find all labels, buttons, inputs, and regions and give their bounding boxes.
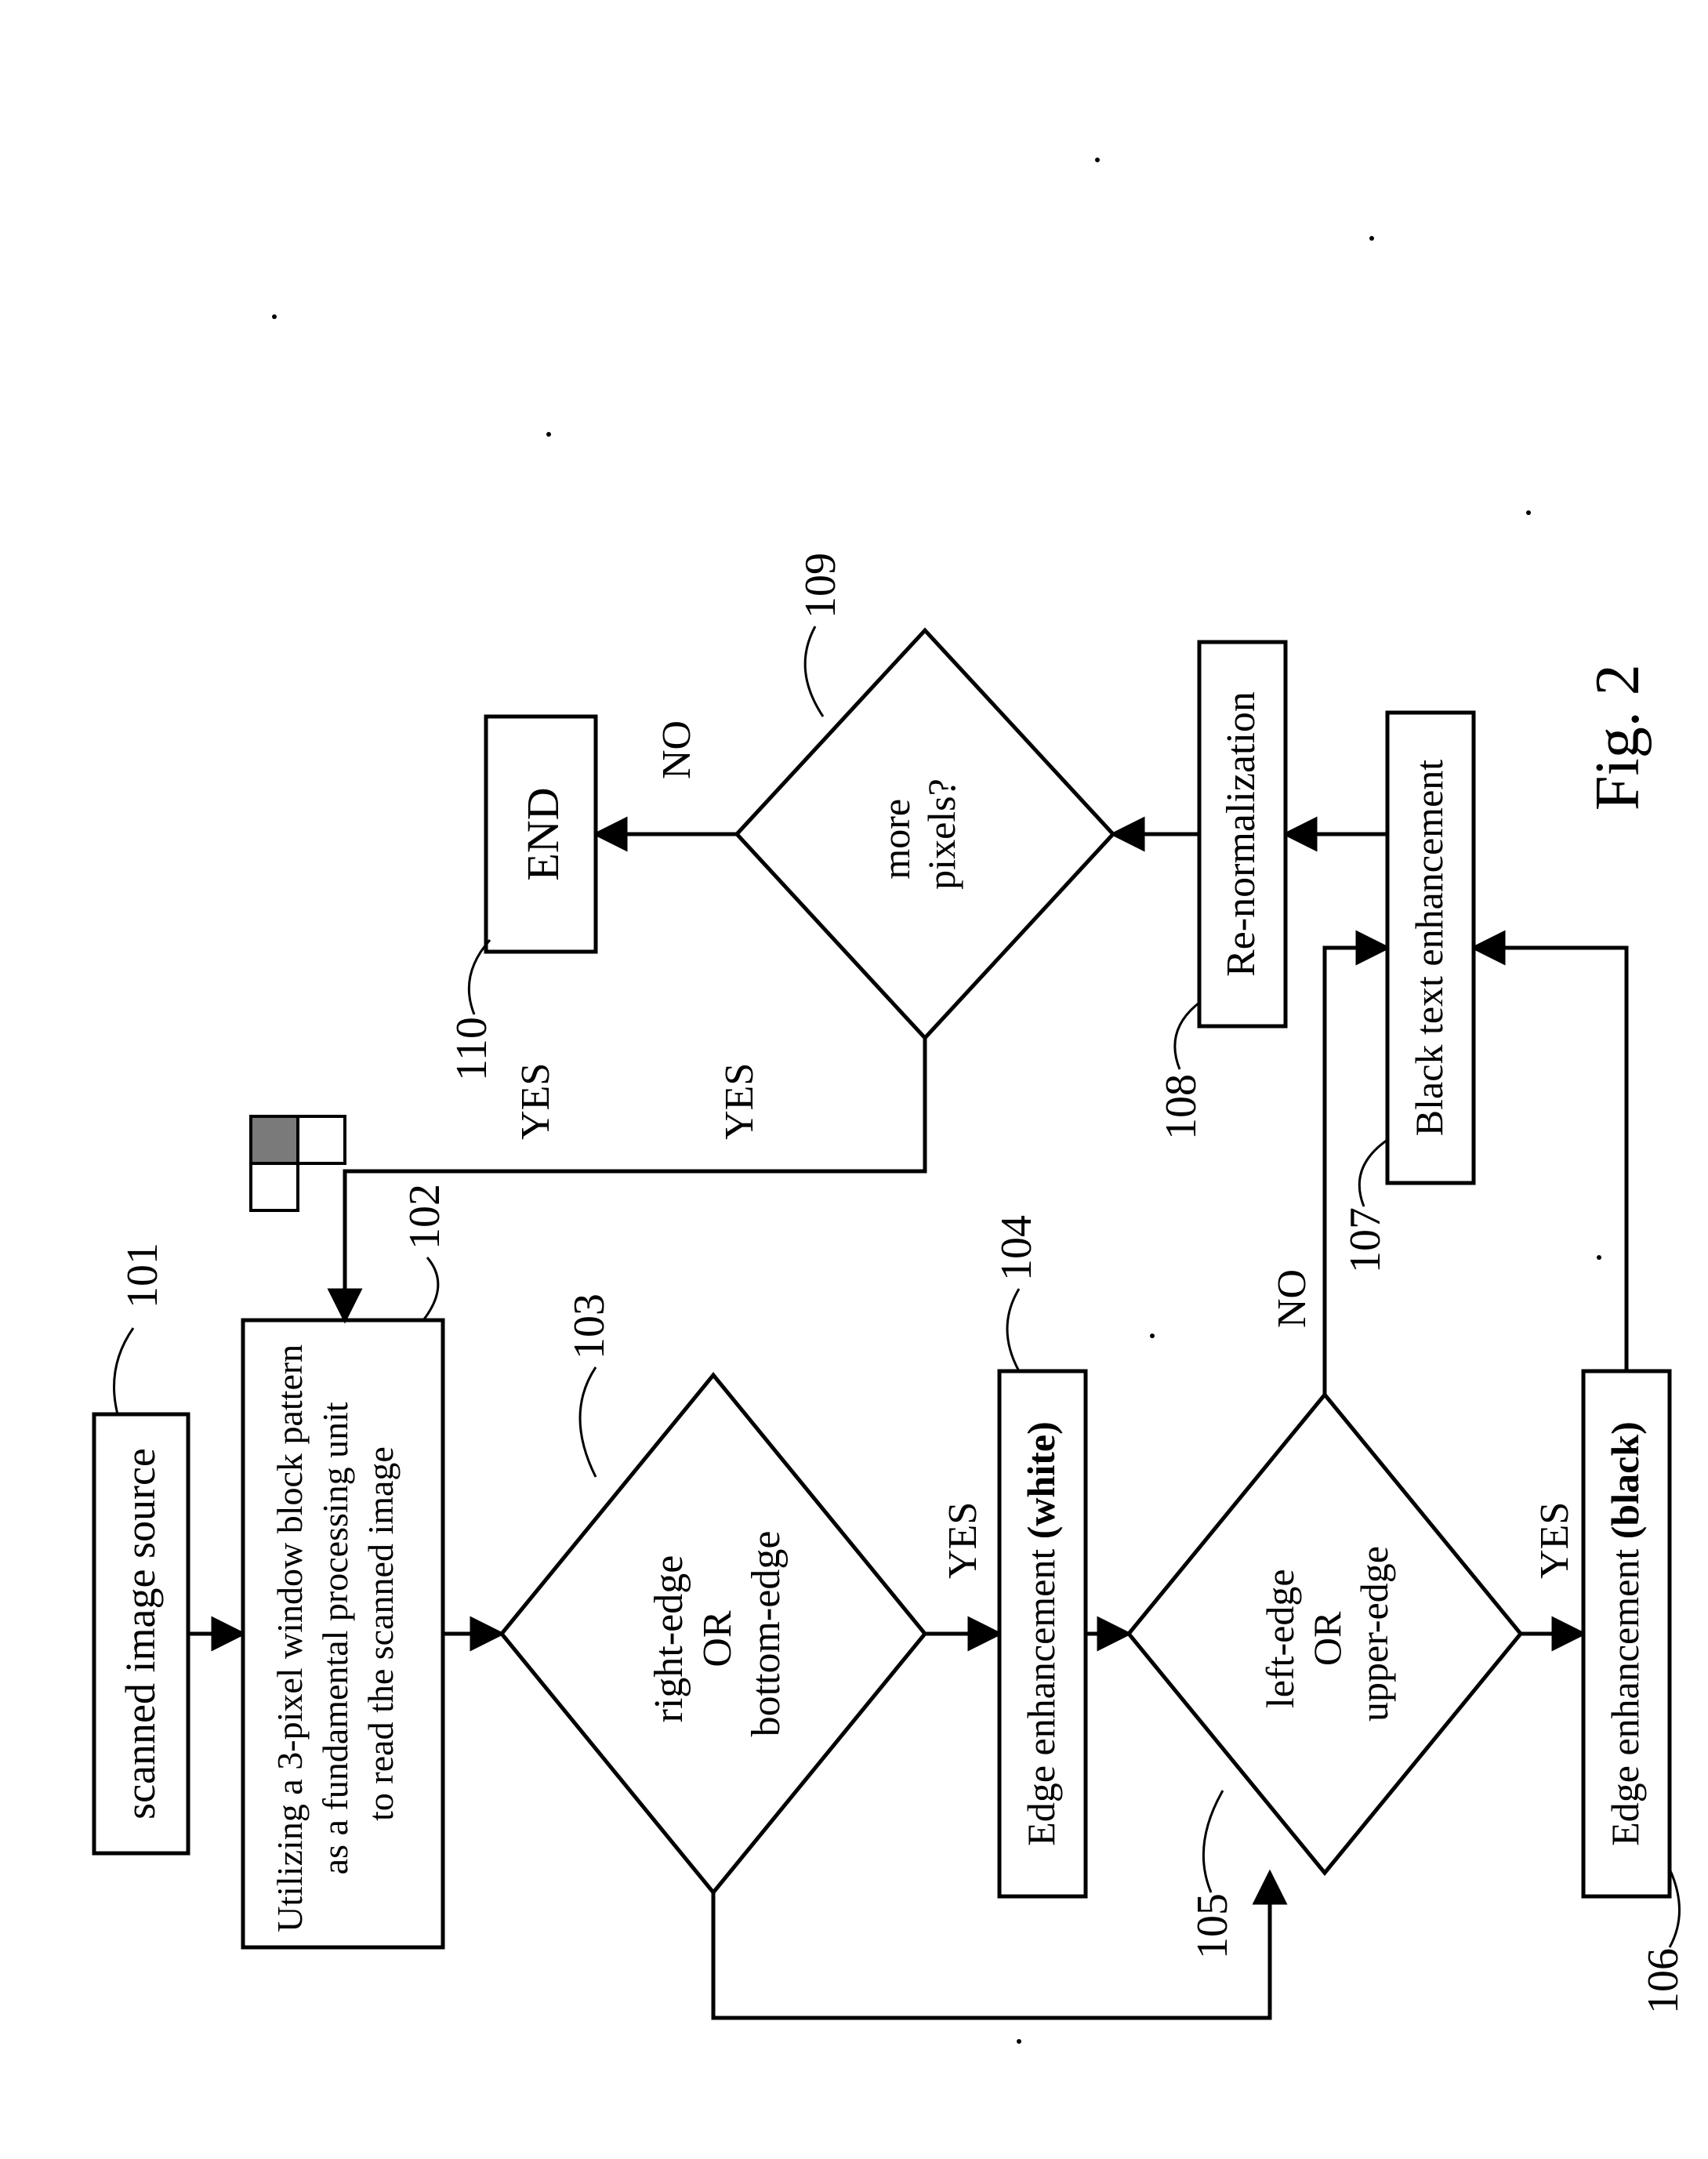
n107-ref: 107 <box>1341 1207 1390 1273</box>
n110-text: END <box>517 787 568 880</box>
n108-leader <box>1175 1003 1199 1069</box>
n105-yes: YES <box>1532 1502 1577 1579</box>
n103-ref: 103 <box>565 1294 614 1359</box>
n102-leader <box>423 1257 438 1320</box>
n109-leader <box>805 626 823 717</box>
n106-text: Edge enhancement (black) <box>1603 1421 1647 1845</box>
a-105-107 <box>1325 948 1387 1395</box>
n108-text: Re-normalization <box>1219 691 1264 977</box>
n104-ref: 104 <box>992 1215 1041 1281</box>
a-106-107 <box>1474 948 1626 1371</box>
n102-ref: 102 <box>401 1184 449 1250</box>
n105-ref: 105 <box>1188 1893 1237 1959</box>
n105-no: NO <box>1270 1269 1315 1328</box>
n101-text: scanned image source <box>117 1448 164 1820</box>
n110-ref: 110 <box>448 1017 496 1081</box>
n109-no: NO <box>655 720 699 779</box>
n107-leader <box>1359 1140 1387 1206</box>
n109-yes2: YES <box>513 1063 558 1140</box>
reading-orientation-group: scanned image source 101 Utilizing a 3-p… <box>94 158 1688 2044</box>
n101-leader <box>114 1328 134 1414</box>
n103-yes: YES <box>941 1502 985 1579</box>
n107-text: Black text enhancement <box>1407 760 1451 1136</box>
n109-ref: 109 <box>796 553 845 619</box>
a-103-105 <box>713 1873 1270 2018</box>
n108-ref: 108 <box>1157 1074 1206 1140</box>
n104-text: Edge enhancement (white) <box>1019 1421 1063 1845</box>
pixel-icon <box>251 1116 345 1210</box>
n105-leader <box>1203 1791 1223 1892</box>
n106-ref: 106 <box>1639 1948 1688 2014</box>
flowchart-svg: scanned image source Utilizing a 3-pixel… <box>0 0 1708 2159</box>
n109-yes: YES <box>717 1063 762 1140</box>
a-109-102 <box>345 1038 925 1320</box>
n104-leader <box>1007 1289 1019 1371</box>
figure-label: Fig. 2 <box>1583 664 1652 811</box>
n103-leader <box>580 1367 596 1477</box>
n101-ref: 101 <box>118 1243 167 1308</box>
